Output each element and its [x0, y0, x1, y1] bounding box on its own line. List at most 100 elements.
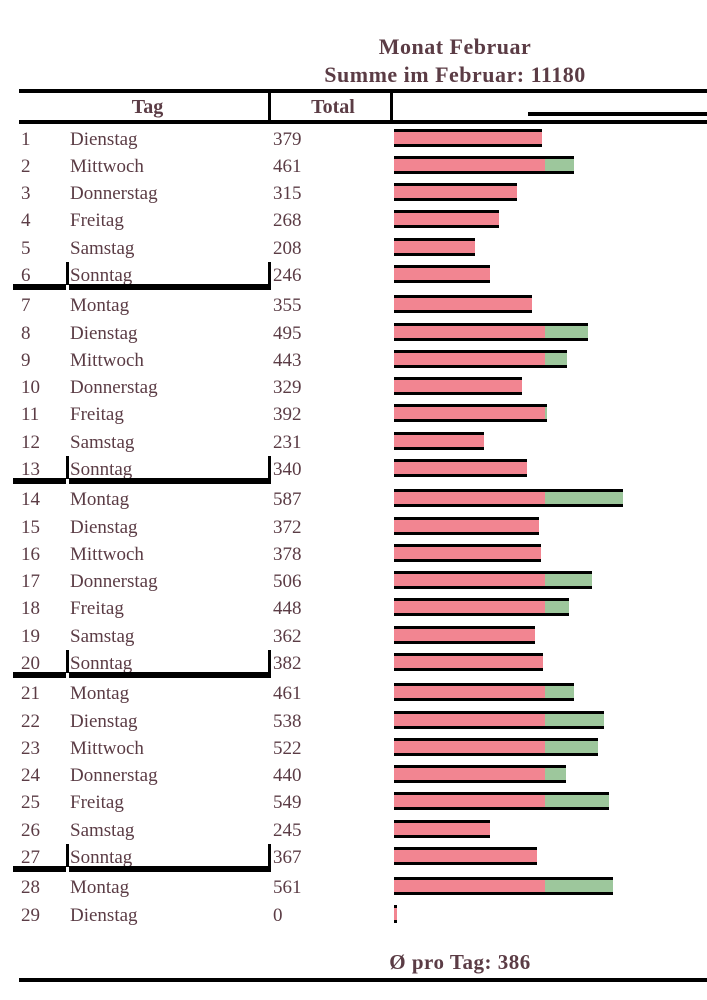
bar-segment-above-average — [545, 574, 592, 586]
bar-segment-above-average — [545, 326, 588, 338]
sunday-divider-right — [268, 844, 271, 867]
sunday-rule-left — [13, 284, 66, 290]
bar — [394, 183, 517, 201]
bar — [394, 711, 604, 729]
bar — [394, 489, 623, 507]
bar — [394, 905, 397, 923]
bar-segment-below-average — [394, 435, 484, 447]
day-number: 17 — [21, 568, 40, 595]
bar-segment-above-average — [545, 768, 566, 780]
bar — [394, 877, 613, 895]
table-row: 10Donnerstag329 — [0, 374, 707, 402]
bar — [394, 517, 539, 535]
day-number: 24 — [21, 762, 40, 789]
total-value: 340 — [273, 456, 302, 483]
day-number: 4 — [21, 207, 31, 234]
table-row: 15Dienstag372 — [0, 514, 707, 542]
bar — [394, 459, 527, 477]
total-value: 315 — [273, 180, 302, 207]
bar-segment-below-average — [394, 462, 527, 474]
bar-segment-below-average — [394, 908, 397, 920]
table-row: 7Montag355 — [0, 292, 707, 320]
weekday-label: Mittwoch — [70, 153, 144, 180]
day-number: 7 — [21, 292, 31, 319]
bar-segment-above-average — [545, 159, 574, 171]
sunday-divider-left — [66, 262, 69, 285]
bar-segment-below-average — [394, 353, 545, 365]
weekday-label: Freitag — [70, 207, 124, 234]
sunday-rule-left — [13, 672, 66, 678]
bar-segment-below-average — [394, 492, 545, 504]
total-value: 587 — [273, 486, 302, 513]
table-row: 19Samstag362 — [0, 623, 707, 651]
bar — [394, 265, 490, 283]
sunday-rule-left — [13, 866, 66, 872]
bar-segment-below-average — [394, 298, 532, 310]
table-row: 29Dienstag0 — [0, 902, 707, 930]
day-number: 15 — [21, 514, 40, 541]
average-per-day: Ø pro Tag: 386 — [210, 950, 707, 975]
table-row: 23Mittwoch522 — [0, 735, 707, 763]
bar-segment-below-average — [394, 686, 545, 698]
bar-segment-below-average — [394, 268, 490, 280]
total-value: 355 — [273, 292, 302, 319]
weekday-label: Samstag — [70, 429, 134, 456]
weekday-label: Montag — [70, 680, 129, 707]
bar-segment-below-average — [394, 326, 545, 338]
bar-segment-below-average — [394, 213, 499, 225]
bar — [394, 544, 541, 562]
table-row: 9Mittwoch443 — [0, 347, 707, 375]
weekday-label: Dienstag — [70, 902, 138, 929]
sunday-rule-left — [13, 478, 66, 484]
table-row: 25Freitag549 — [0, 789, 707, 817]
total-value: 495 — [273, 320, 302, 347]
day-number: 8 — [21, 320, 31, 347]
bar-segment-above-average — [545, 686, 574, 698]
bar — [394, 598, 569, 616]
report-page: Monat Februar Summe im Februar: 11180 Ta… — [0, 0, 707, 1000]
table-row: 2Mittwoch461 — [0, 153, 707, 181]
bar — [394, 847, 537, 865]
table-row: 24Donnerstag440 — [0, 762, 707, 790]
bar-segment-below-average — [394, 714, 545, 726]
total-value: 549 — [273, 789, 302, 816]
bar — [394, 156, 574, 174]
weekday-label: Mittwoch — [70, 735, 144, 762]
day-number: 19 — [21, 623, 40, 650]
bar-segment-below-average — [394, 741, 545, 753]
day-number: 18 — [21, 595, 40, 622]
day-number: 12 — [21, 429, 40, 456]
table-row: 18Freitag448 — [0, 595, 707, 623]
total-value: 440 — [273, 762, 302, 789]
bar — [394, 238, 475, 256]
bar-segment-above-average — [545, 795, 609, 807]
weekday-label: Dienstag — [70, 708, 138, 735]
bar — [394, 323, 588, 341]
bar-segment-below-average — [394, 520, 539, 532]
day-number: 9 — [21, 347, 31, 374]
sunday-rule-right — [69, 672, 271, 678]
day-number: 2 — [21, 153, 31, 180]
bar-segment-above-average — [545, 601, 569, 613]
day-number: 28 — [21, 874, 40, 901]
weekday-label: Samstag — [70, 235, 134, 262]
total-value: 231 — [273, 429, 302, 456]
bar-segment-above-average — [545, 407, 547, 419]
sunday-divider-left — [66, 844, 69, 867]
table-row: 20Sonntag382 — [0, 650, 707, 678]
bar-segment-below-average — [394, 380, 522, 392]
bar-segment-below-average — [394, 601, 545, 613]
bar — [394, 626, 535, 644]
bar — [394, 683, 574, 701]
weekday-label: Samstag — [70, 817, 134, 844]
sunday-rule-right — [69, 478, 271, 484]
table-row: 3Donnerstag315 — [0, 180, 707, 208]
bar-segment-below-average — [394, 132, 542, 144]
bar — [394, 653, 543, 671]
bar — [394, 404, 547, 422]
bar-segment-below-average — [394, 407, 545, 419]
sunday-divider-right — [268, 456, 271, 479]
day-number: 22 — [21, 708, 40, 735]
bar-segment-above-average — [545, 741, 598, 753]
table-row: 13Sonntag340 — [0, 456, 707, 484]
